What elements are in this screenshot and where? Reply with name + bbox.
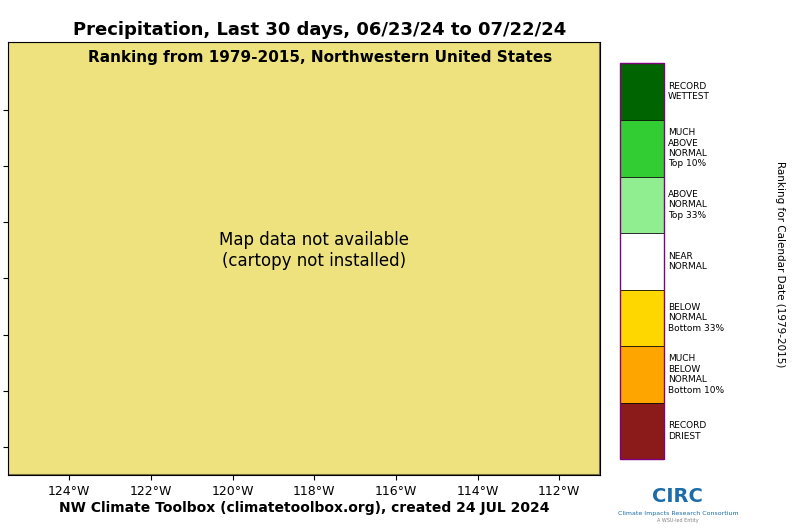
Text: CIRC: CIRC (653, 487, 703, 506)
Text: MUCH
BELOW
NORMAL
Bottom 10%: MUCH BELOW NORMAL Bottom 10% (668, 354, 724, 394)
Text: RECORD
WETTEST: RECORD WETTEST (668, 82, 710, 101)
Text: Climate Impacts Research Consortium: Climate Impacts Research Consortium (618, 511, 738, 516)
Text: A WSU-led Entity: A WSU-led Entity (657, 518, 698, 523)
Text: BELOW
NORMAL
Bottom 33%: BELOW NORMAL Bottom 33% (668, 303, 724, 333)
Text: NW Climate Toolbox (climatetoolbox.org), created 24 JUL 2024: NW Climate Toolbox (climatetoolbox.org),… (58, 501, 550, 515)
Text: Ranking for Calendar Date (1979-2015): Ranking for Calendar Date (1979-2015) (775, 161, 785, 367)
Text: Ranking from 1979-2015, Northwestern United States: Ranking from 1979-2015, Northwestern Uni… (88, 50, 552, 65)
Text: NEAR
NORMAL: NEAR NORMAL (668, 252, 707, 271)
Text: ABOVE
NORMAL
Top 33%: ABOVE NORMAL Top 33% (668, 190, 707, 220)
Text: Map data not available
(cartopy not installed): Map data not available (cartopy not inst… (219, 231, 410, 270)
Text: MUCH
ABOVE
NORMAL
Top 10%: MUCH ABOVE NORMAL Top 10% (668, 128, 707, 168)
Text: RECORD
DRIEST: RECORD DRIEST (668, 421, 706, 441)
Text: Precipitation, Last 30 days, 06/23/24 to 07/22/24: Precipitation, Last 30 days, 06/23/24 to… (74, 21, 566, 39)
